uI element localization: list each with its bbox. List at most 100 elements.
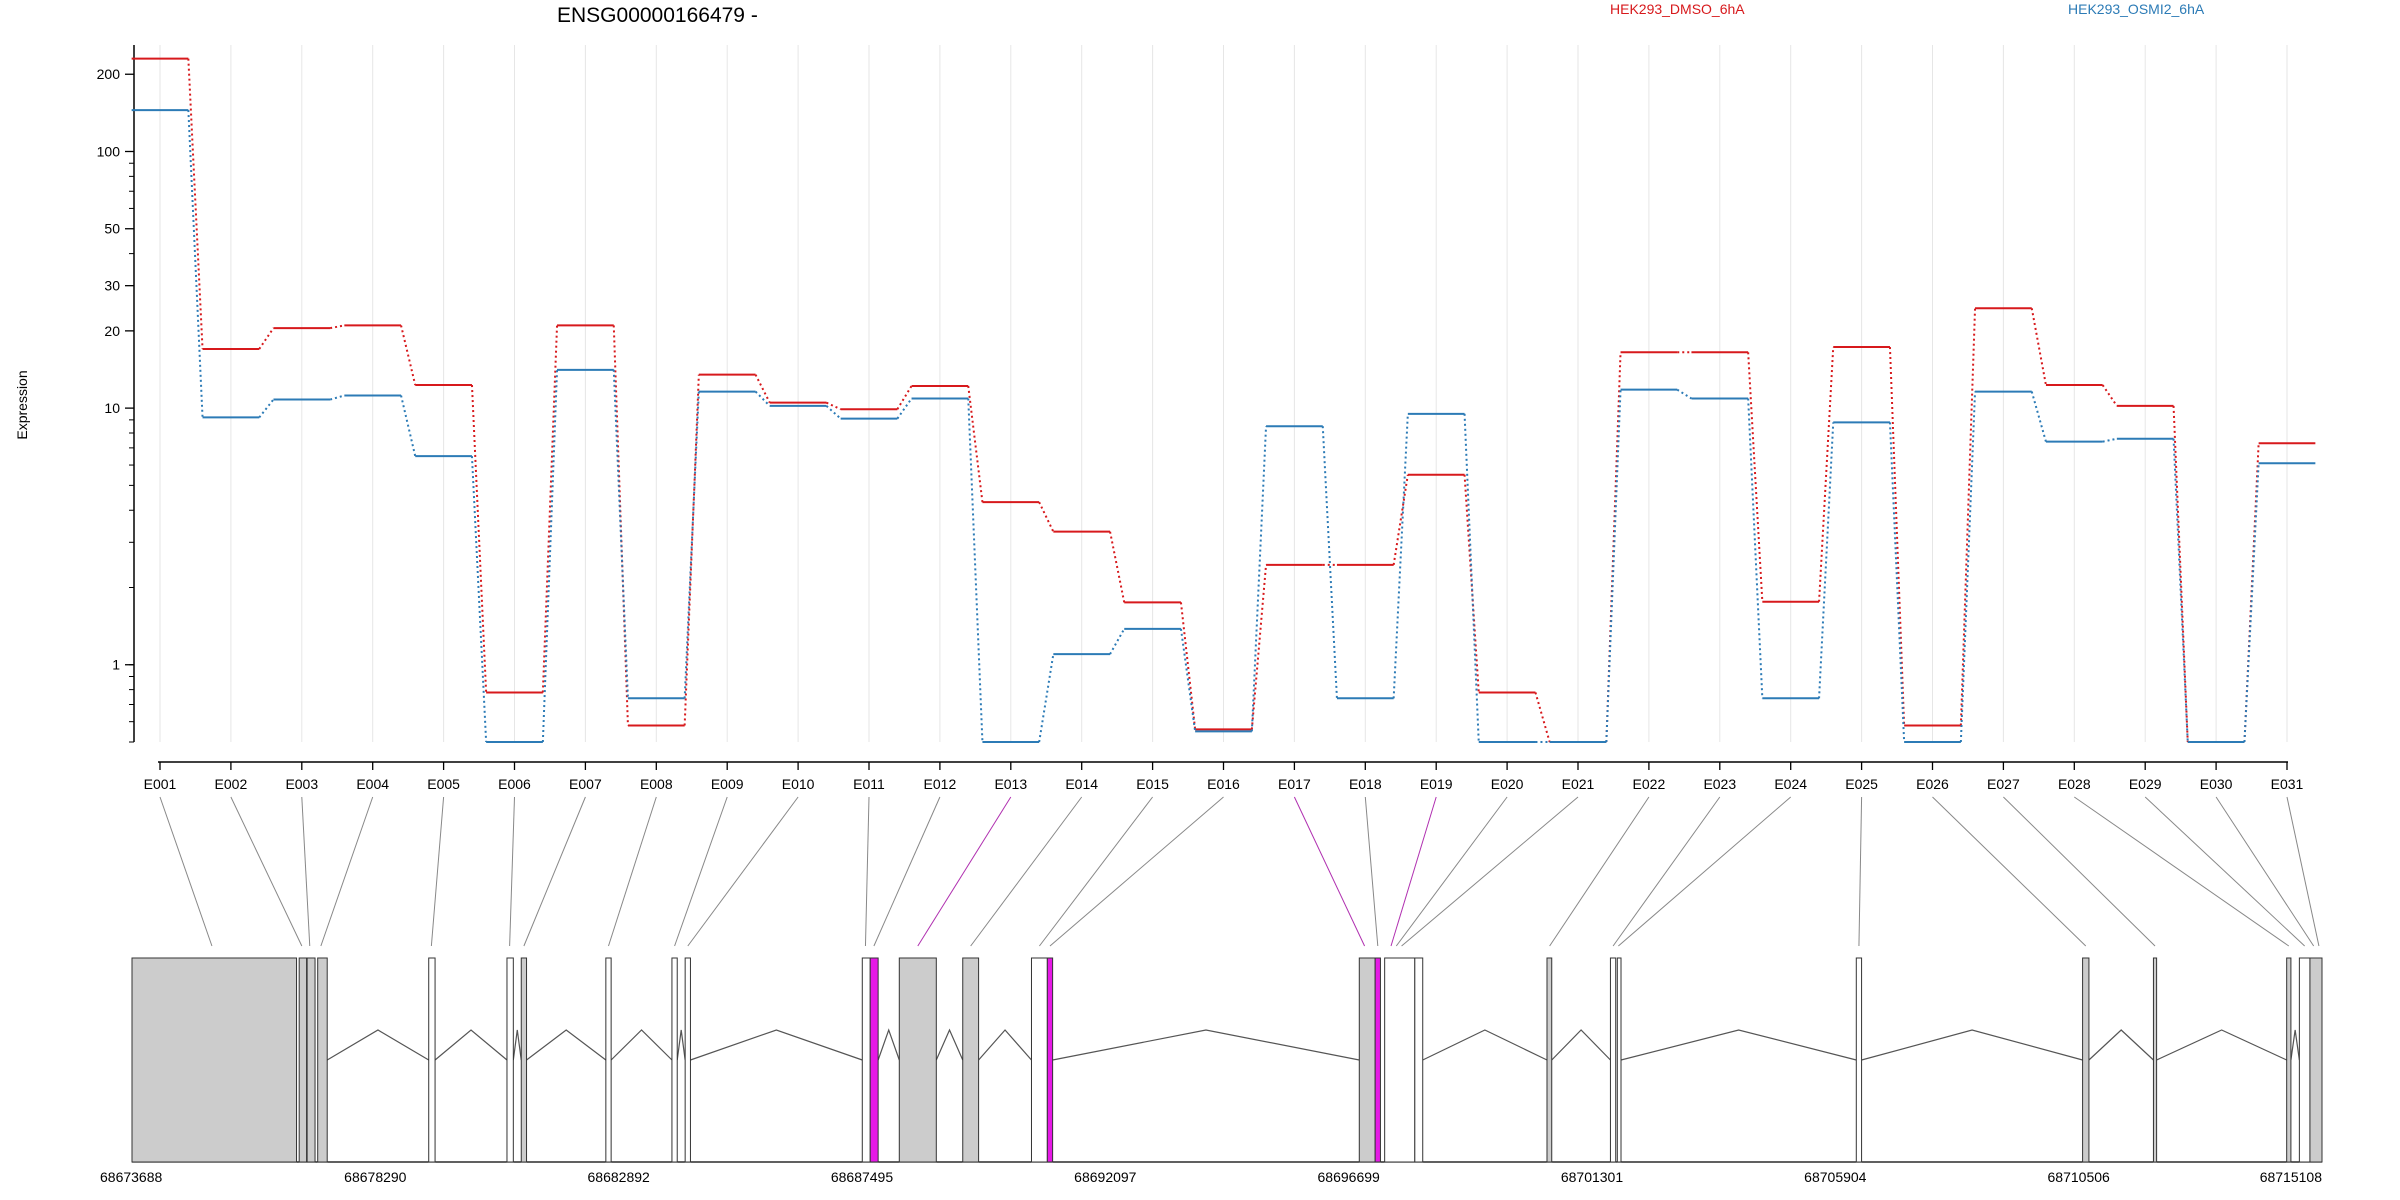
legend-entry-dmso: HEK293_DMSO_6hA [1610, 1, 1745, 17]
exon-box [2298, 957, 2311, 1163]
series-transition [470, 385, 488, 693]
genome-coordinate-label: 68715108 [2260, 1169, 2323, 1185]
exon-connector [2286, 796, 2320, 947]
labels: ENSG00000166479 - Expression HEK293_DMSO… [14, 1, 2322, 1185]
x-tick-label: E026 [1916, 776, 1949, 792]
gene-model [131, 957, 2323, 1163]
exon-box [306, 957, 316, 1163]
x-tick-label: E005 [427, 776, 460, 792]
exon-connectors [159, 796, 2320, 947]
genome-coordinate-label: 68692097 [1074, 1169, 1137, 1185]
series-transition [400, 325, 417, 386]
series-transition [683, 374, 700, 726]
series-transition [1179, 628, 1197, 732]
y-axis-label: Expression [14, 370, 30, 439]
series-transition [187, 58, 204, 350]
y-tick-label: 200 [97, 66, 121, 82]
exon-connector [1364, 796, 1379, 947]
series-transition [1392, 413, 1409, 699]
x-tick-label: E016 [1207, 776, 1240, 792]
exon-connector [301, 796, 311, 947]
series-transition [258, 327, 275, 350]
x-tick-label: E019 [1420, 776, 1453, 792]
series-lines [131, 57, 2316, 743]
intron-line [1052, 1029, 1360, 1061]
x-tick-label: E029 [2129, 776, 2162, 792]
x-tick-label: E009 [711, 776, 744, 792]
exon-connector [230, 796, 303, 947]
exon-box [962, 957, 980, 1163]
series-transition [896, 397, 913, 420]
exon-box [2152, 957, 2158, 1163]
exon-box [1855, 957, 1863, 1163]
intron-line [978, 1029, 1032, 1061]
exon-box [506, 957, 514, 1163]
y-tick-label: 30 [104, 278, 120, 294]
x-tick-label: E012 [924, 776, 957, 792]
series-transition [470, 456, 488, 743]
series-transition [1321, 426, 1338, 699]
series-transition [1605, 352, 1622, 743]
series-transition [754, 374, 771, 404]
series-transition [2243, 443, 2260, 743]
x-tick-label: E006 [498, 776, 531, 792]
exon-box [861, 957, 871, 1163]
genome-coordinate-label: 68678290 [344, 1169, 407, 1185]
series-transition [1392, 474, 1409, 566]
exon-connector [608, 796, 657, 947]
y-tick-label: 100 [97, 143, 121, 159]
x-tick-label: E011 [853, 776, 885, 792]
exon-box [605, 957, 612, 1163]
series-transition [329, 394, 345, 401]
exon-connector [509, 796, 515, 947]
exon-box [1030, 957, 1048, 1163]
series-transition [2030, 391, 2047, 442]
series-transition [1534, 692, 1551, 743]
exon-box [1046, 957, 1054, 1163]
series-transition [1747, 398, 1764, 699]
exon-box [869, 957, 879, 1163]
exon-connector [2074, 796, 2290, 947]
exon-box [2082, 957, 2090, 1163]
exon-connector [1049, 796, 1224, 947]
x-tick-label: E004 [356, 776, 389, 792]
series-transition [1250, 426, 1268, 732]
intron-line [2290, 1029, 2300, 1061]
exon-connector [917, 796, 1012, 947]
series-transition [683, 391, 700, 699]
intron-line [1551, 1029, 1611, 1061]
chart-title: ENSG00000166479 - [557, 4, 758, 27]
series-transition [1179, 602, 1197, 730]
exon-connector [1618, 796, 1792, 947]
series-transition [1959, 308, 1977, 726]
x-tick-label: E022 [1633, 776, 1666, 792]
x-tick-label: E015 [1136, 776, 1169, 792]
series-transition [1109, 531, 1126, 603]
exon-box [2309, 957, 2323, 1163]
x-tick-label: E025 [1845, 776, 1878, 792]
exon-connector [2144, 796, 2305, 947]
exon-connector [864, 796, 870, 947]
intron-line [1861, 1029, 2083, 1061]
y-tick-label: 50 [104, 221, 120, 237]
exon-connector [1612, 796, 1721, 947]
series-transition [400, 395, 417, 457]
x-tick-label: E010 [782, 776, 815, 792]
series-transition [1605, 389, 1622, 743]
series-transition [612, 369, 629, 699]
series-transition [896, 385, 913, 410]
genome-coordinate-label: 68710506 [2048, 1169, 2111, 1185]
exon-box [684, 957, 691, 1163]
exon-box [1358, 957, 1376, 1163]
exon-connector [1858, 796, 1863, 947]
x-tick-label: E023 [1703, 776, 1736, 792]
exon-connector [1293, 796, 1366, 947]
exon-box [2286, 957, 2292, 1163]
series-transition [2172, 405, 2189, 743]
x-tick-label: E021 [1562, 776, 1595, 792]
series-transition [1818, 422, 1835, 699]
series-transition [1888, 422, 1906, 743]
intron-line [2088, 1029, 2154, 1061]
x-tick-label: E017 [1278, 776, 1311, 792]
